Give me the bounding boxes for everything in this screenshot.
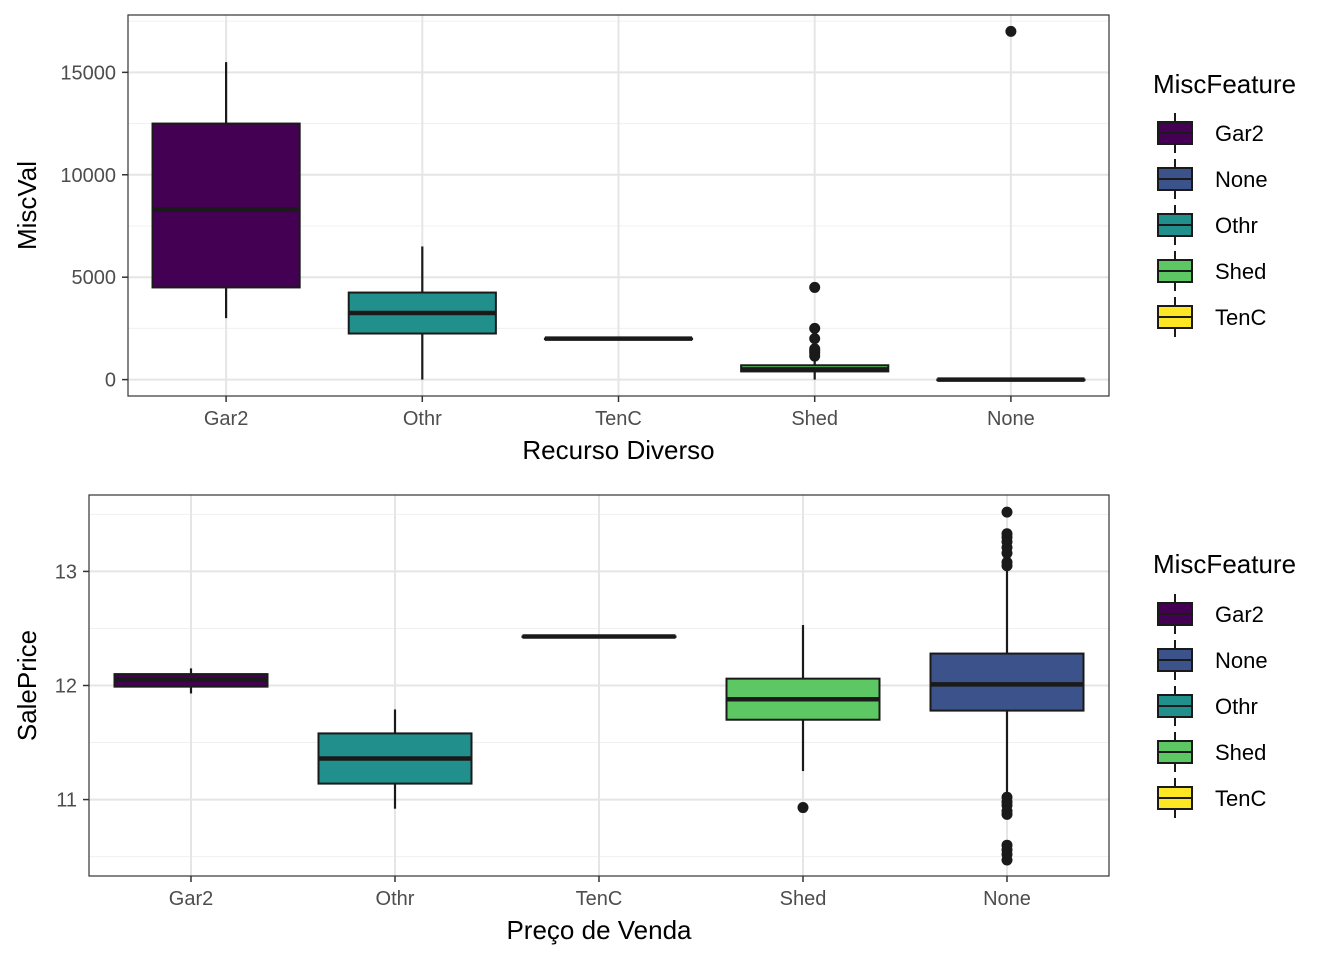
x-axis-title: Preço de Venda — [506, 915, 692, 945]
outlier-point — [1001, 808, 1013, 820]
x-axis-title: Recurso Diverso — [522, 435, 714, 465]
y-tick-label: 10000 — [60, 165, 116, 187]
box-shed — [740, 281, 890, 380]
legend-key-gar2 — [1157, 113, 1193, 153]
legend-label: Othr — [1215, 213, 1258, 238]
box-shed — [725, 625, 881, 814]
legend-label: TenC — [1215, 305, 1266, 330]
outlier-point — [1001, 547, 1013, 559]
legend-key-none — [1157, 640, 1193, 680]
legend-key-othr — [1157, 205, 1193, 245]
y-tick-label: 5000 — [72, 267, 117, 289]
x-tick-label: Shed — [791, 408, 838, 430]
legend-key-shed — [1157, 251, 1193, 291]
x-tick-label: TenC — [576, 888, 623, 910]
legend-label: None — [1215, 167, 1268, 192]
x-tick-label: Shed — [780, 888, 827, 910]
x-tick-label: TenC — [595, 408, 642, 430]
outlier-point — [1001, 854, 1013, 866]
top-boxplot-panel: 0 5000 10000 15000 Gar2 Othr TenC Shed None Recur… — [12, 14, 1296, 465]
legend-key-none — [1157, 159, 1193, 199]
y-tick-label: 0 — [105, 370, 116, 392]
x-tick-label: Othr — [376, 888, 415, 910]
box-body — [151, 122, 301, 289]
legend-label: None — [1215, 648, 1268, 673]
y-axis-title: MiscVal — [12, 161, 42, 250]
x-tick-label: None — [987, 408, 1035, 430]
legend-label: Gar2 — [1215, 602, 1264, 627]
outlier-point — [809, 333, 821, 345]
outlier-point — [809, 281, 821, 293]
outlier-point — [797, 802, 809, 814]
box-othr — [317, 709, 473, 809]
legend-label: Shed — [1215, 259, 1266, 284]
y-tick-label: 15000 — [60, 62, 116, 84]
legend-title: MiscFeature — [1153, 549, 1296, 579]
outlier-point — [1001, 506, 1013, 518]
legend-key-othr — [1157, 686, 1193, 726]
outlier-point — [809, 343, 821, 355]
bottom-boxplot-panel: 11 12 13 Gar2 Othr TenC Shed None Preço de Venda… — [12, 494, 1296, 945]
box-gar2 — [151, 62, 301, 319]
legend-label: Gar2 — [1215, 121, 1264, 146]
legend-key-gar2 — [1157, 594, 1193, 634]
legend-label: Othr — [1215, 694, 1258, 719]
x-tick-label: None — [983, 888, 1031, 910]
box-none — [936, 25, 1086, 382]
y-axis-title: SalePrice — [12, 630, 42, 741]
outlier-point — [1005, 25, 1017, 37]
box-tenc — [543, 336, 694, 341]
legend-label: Shed — [1215, 740, 1266, 765]
box-body — [929, 652, 1085, 712]
outlier-point — [1001, 560, 1013, 572]
legend-key-tenc — [1157, 297, 1193, 337]
x-tick-label: Othr — [403, 408, 442, 430]
y-tick-label: 13 — [55, 561, 77, 583]
outlier-point — [809, 322, 821, 334]
box-tenc — [521, 634, 677, 639]
box-othr — [347, 246, 497, 380]
x-tick-label: Gar2 — [204, 408, 248, 430]
x-tick-label: Gar2 — [169, 888, 213, 910]
legend: MiscFeature Gar2 None Othr Shed TenC — [1153, 549, 1296, 818]
y-tick-label: 12 — [55, 676, 77, 698]
legend-key-shed — [1157, 732, 1193, 772]
legend-key-tenc — [1157, 778, 1193, 818]
box-none — [929, 506, 1085, 866]
box-gar2 — [113, 668, 269, 694]
legend-title: MiscFeature — [1153, 69, 1296, 99]
y-tick-label: 11 — [56, 790, 77, 812]
legend: MiscFeature Gar2 None Othr Shed TenC — [1153, 69, 1296, 337]
legend-label: TenC — [1215, 786, 1266, 811]
